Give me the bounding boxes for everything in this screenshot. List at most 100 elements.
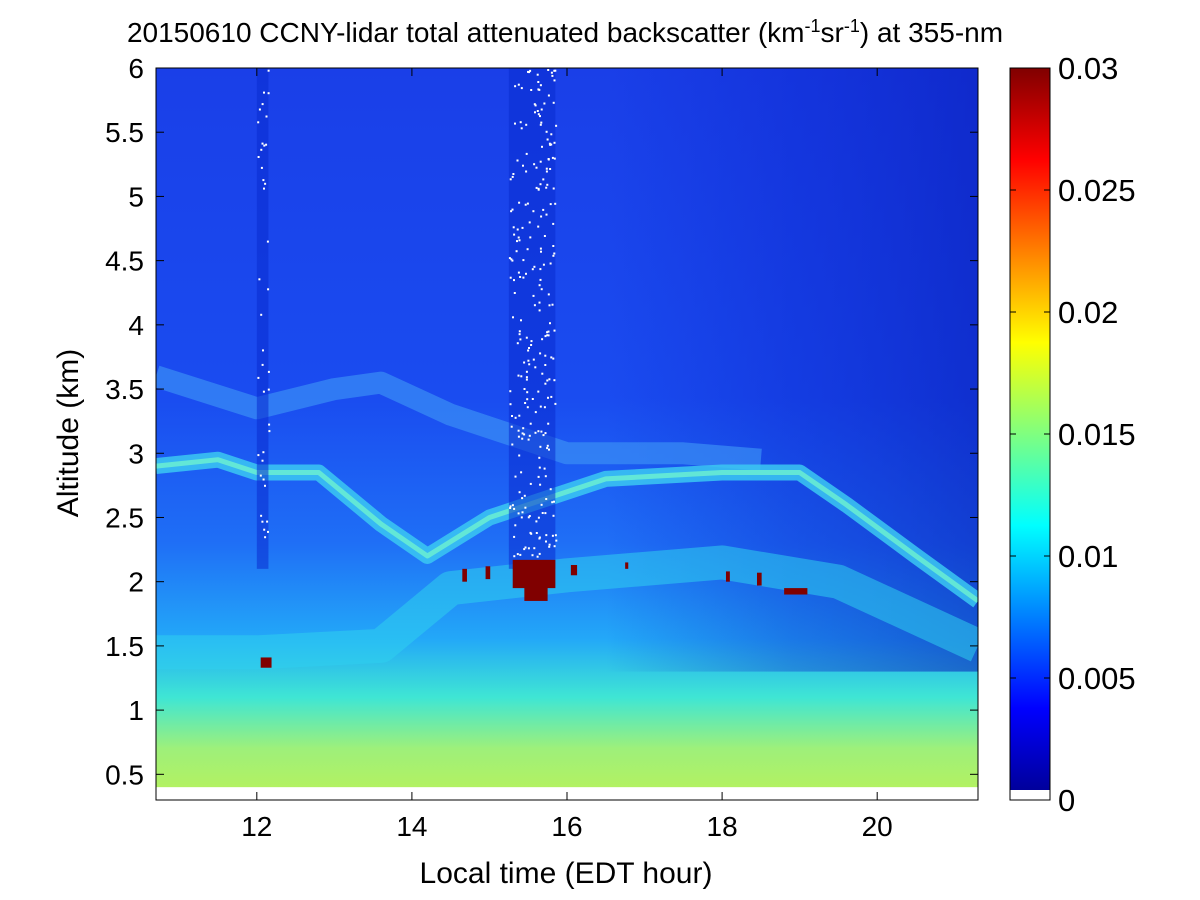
masked-pixel: [538, 517, 540, 519]
masked-pixel: [513, 234, 515, 236]
masked-pixel: [520, 375, 522, 377]
masked-pixel: [549, 143, 551, 145]
masked-pixel: [518, 84, 520, 86]
masked-pixel: [260, 515, 262, 517]
cloud-patch: [784, 588, 807, 594]
masked-pixel: [260, 475, 262, 477]
masked-pixel: [549, 322, 551, 324]
masked-pixel: [552, 304, 554, 306]
masked-pixel: [518, 430, 520, 432]
masked-pixel: [554, 545, 556, 547]
masked-pixel: [535, 411, 537, 413]
masked-pixel: [550, 203, 552, 205]
masked-pixel: [526, 153, 528, 155]
masked-pixel: [257, 377, 259, 379]
masked-pixel: [525, 547, 527, 549]
masked-pixel: [546, 380, 548, 382]
masked-pixel: [541, 504, 543, 506]
masked-pixel: [526, 379, 528, 381]
masked-pixel: [263, 92, 265, 94]
masked-pixel: [519, 239, 521, 241]
masked-pixel: [544, 235, 546, 237]
masked-pixel: [554, 79, 556, 81]
masked-pixel: [525, 171, 527, 173]
masked-pixel: [263, 391, 265, 393]
x-axis-label: Local time (EDT hour): [420, 857, 713, 890]
masked-pixel: [521, 87, 523, 89]
masked-pixel: [519, 330, 521, 332]
masked-pixel: [522, 511, 524, 513]
masked-pixel: [523, 433, 525, 435]
masked-pixel: [542, 512, 544, 514]
masked-pixel: [528, 363, 530, 365]
y-tick-label: 1.5: [105, 631, 144, 662]
cloud-patch: [462, 569, 467, 582]
masked-pixel: [550, 396, 552, 398]
masked-pixel: [258, 156, 260, 158]
masked-pixel: [530, 423, 532, 425]
masked-pixel: [554, 142, 556, 144]
heatmap: [156, 68, 978, 800]
x-tick-label: 14: [396, 811, 427, 842]
y-tick-label: 6: [128, 53, 144, 84]
masked-pixel: [518, 202, 520, 204]
colorbar-masked-segment: [1010, 790, 1050, 800]
masked-pixel: [262, 143, 264, 145]
masked-pixel: [529, 70, 531, 72]
masked-pixel: [524, 507, 526, 509]
masked-pixel: [517, 553, 519, 555]
masked-pixel: [540, 161, 542, 163]
masked-pixel: [548, 449, 550, 451]
masked-pixel: [515, 417, 517, 419]
masked-pixel: [548, 95, 550, 97]
masked-pixel: [264, 536, 266, 538]
masked-pixel: [536, 532, 538, 534]
masked-pixel: [521, 438, 523, 440]
colorbar-tick-label: 0.02: [1058, 295, 1118, 330]
masked-pixel: [534, 111, 536, 113]
masked-pixel: [528, 439, 530, 441]
masked-pixel: [539, 352, 541, 354]
masked-pixel: [539, 268, 541, 270]
masked-pixel: [537, 430, 539, 432]
masked-pixel: [547, 445, 549, 447]
masked-pixel: [539, 284, 541, 286]
masked-pixel: [553, 379, 555, 381]
masked-pixel: [538, 188, 540, 190]
masked-pixel: [530, 532, 532, 534]
masked-pixel: [550, 133, 552, 135]
masked-pixel: [550, 356, 552, 358]
masked-pixel: [509, 390, 511, 392]
masked-pixel: [262, 364, 264, 366]
masked-pixel: [522, 259, 524, 261]
masked-pixel: [511, 444, 513, 446]
masked-pixel: [539, 115, 541, 117]
masked-pixel: [537, 226, 539, 228]
masked-pixel: [545, 498, 547, 500]
masked-pixel: [263, 479, 265, 481]
masked-pixel: [540, 406, 542, 408]
masked-pixel: [536, 187, 538, 189]
colorbar-tick-label: 0.01: [1058, 539, 1118, 574]
masked-pixel: [518, 512, 520, 514]
masked-pixel: [524, 388, 526, 390]
colorbar-tick-label: 0: [1058, 783, 1075, 818]
masked-pixel: [517, 229, 519, 231]
masked-pixel: [548, 158, 550, 160]
masked-pixel: [549, 168, 551, 170]
colorbar-tick-label: 0.03: [1058, 51, 1118, 86]
y-tick-label: 5: [128, 181, 144, 212]
masked-pixel: [550, 488, 552, 490]
masked-pixel: [552, 223, 554, 225]
masked-pixel: [546, 447, 548, 449]
masked-pixel: [529, 435, 531, 437]
masked-pixel: [541, 109, 543, 111]
masked-pixel: [510, 178, 512, 180]
masked-pixel: [527, 71, 529, 73]
masked-pixel: [543, 434, 545, 436]
y-tick-label: 3.5: [105, 374, 144, 405]
masked-pixel: [524, 402, 526, 404]
masked-pixel: [552, 157, 554, 159]
masked-pixel: [526, 337, 528, 339]
